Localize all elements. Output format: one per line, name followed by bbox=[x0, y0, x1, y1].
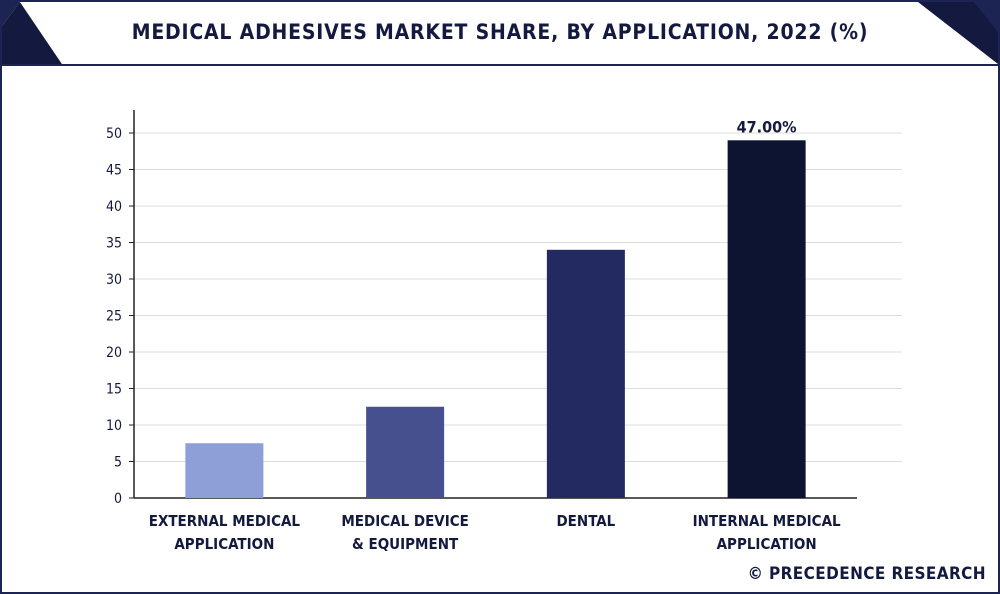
bar bbox=[185, 443, 264, 498]
y-tick-label: 25 bbox=[106, 309, 122, 325]
y-tick-label: 15 bbox=[106, 382, 122, 398]
title-bar: MEDICAL ADHESIVES MARKET SHARE, BY APPLI… bbox=[2, 2, 998, 66]
y-tick-label: 20 bbox=[106, 345, 122, 361]
y-tick-label: 35 bbox=[106, 236, 122, 252]
source-credit: © PRECEDENCE RESEARCH bbox=[747, 564, 986, 584]
y-tick-label: 40 bbox=[106, 199, 122, 215]
data-label: 47.00% bbox=[737, 117, 797, 136]
x-tick-label: & EQUIPMENT bbox=[352, 535, 459, 553]
y-tick-label: 30 bbox=[106, 272, 122, 288]
y-tick-label: 5 bbox=[114, 455, 122, 471]
bar bbox=[366, 406, 445, 498]
corner-decoration-right bbox=[918, 2, 998, 64]
x-tick-label: APPLICATION bbox=[174, 535, 274, 553]
chart-title: MEDICAL ADHESIVES MARKET SHARE, BY APPLI… bbox=[131, 20, 869, 44]
y-tick-label: 10 bbox=[106, 418, 122, 434]
x-tick-label: INTERNAL MEDICAL bbox=[693, 512, 841, 530]
y-tick-label: 45 bbox=[106, 163, 122, 179]
x-tick-label: DENTAL bbox=[556, 512, 615, 530]
x-tick-label: APPLICATION bbox=[717, 535, 817, 553]
bar bbox=[727, 140, 806, 499]
x-tick-label: MEDICAL DEVICE bbox=[341, 512, 469, 530]
corner-decoration-left bbox=[2, 2, 62, 64]
y-tick-label: 50 bbox=[106, 126, 122, 142]
bar bbox=[546, 249, 625, 498]
x-tick-label: EXTERNAL MEDICAL bbox=[149, 512, 301, 530]
y-tick-label: 0 bbox=[114, 491, 122, 507]
